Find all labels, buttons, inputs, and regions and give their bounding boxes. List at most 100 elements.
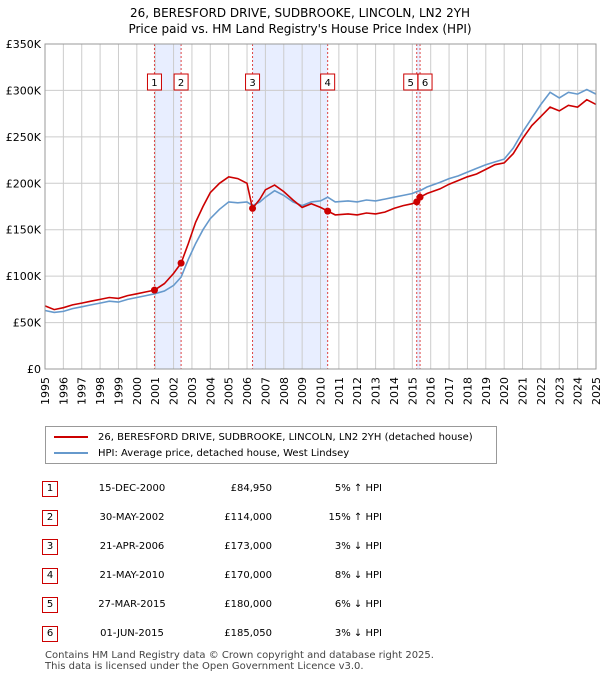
sale-point [324,207,332,215]
plot-border [44,43,597,370]
legend-label-property: 26, BERESFORD DRIVE, SUDBROOKE, LINCOLN,… [98,431,473,443]
sale-number: 3 [42,538,58,555]
sale-point [177,259,185,267]
shaded-period [154,44,182,369]
sale-hpi-diff: 6% ↓ HPI [334,599,382,610]
sale-number-box [320,73,336,91]
sale-date: 15-DEC-2000 [98,483,166,494]
x-tick-label: 2002 [168,377,181,405]
y-tick-label: £0 [27,363,41,376]
sale-number: 6 [42,625,58,642]
sale-number-label: 6 [422,78,428,89]
legend-label-hpi: HPI: Average price, detached house, West… [98,447,350,459]
property-price-line [44,98,597,311]
y-tick-label: £100K [6,270,42,283]
sale-number-label: 4 [324,78,330,89]
x-tick-label: 2011 [333,377,346,405]
legend-item-hpi: HPI: Average price, detached house, West… [54,445,349,461]
legend-swatch-hpi [54,452,88,454]
sale-date: 21-MAY-2010 [99,570,165,581]
x-tick-label: 2008 [278,377,291,405]
sale-date: 30-MAY-2002 [99,512,165,523]
x-tick-label: 2020 [498,377,511,405]
sale-date: 21-APR-2006 [99,541,165,552]
sale-price: £173,000 [224,541,272,552]
x-tick-label: 2010 [315,377,328,405]
price-chart: £0 £50K £100K £150K £200K £250K £300K £350K 1995… [6,38,600,405]
x-tick-label: 2022 [535,377,548,405]
x-tick-label: 2024 [572,377,585,405]
sale-point [150,286,158,294]
x-tick-label: 1997 [76,377,89,405]
sale-hpi-diff: 3% ↓ HPI [334,541,382,552]
y-tick-label: £250K [6,131,42,144]
sale-date: 01-JUN-2015 [100,628,164,639]
x-tick-label: 1999 [112,377,125,405]
footer-licence: This data is licensed under the Open Gov… [45,661,364,672]
sale-number: 5 [42,596,58,613]
sale-number-label: 5 [408,78,414,89]
sale-number-box [417,73,433,91]
x-tick-label: 2014 [388,377,401,405]
sale-date: 27-MAR-2015 [98,599,166,610]
sale-hpi-diff: 5% ↑ HPI [334,483,382,494]
sale-row: 5 27-MAR-2015 £180,000 6% ↓ HPI [42,590,382,619]
x-tick-label: 2012 [351,377,364,405]
sales-table: 1 15-DEC-2000 £84,950 5% ↑ HPI 2 30-MAY-2002 £… [42,474,382,648]
x-tick-label: 2018 [461,377,474,405]
x-tick-label: 1998 [94,377,107,405]
shaded-period [416,44,421,369]
x-tick-label: 2004 [204,377,217,405]
sale-point [416,193,424,201]
sale-number-box [173,73,189,91]
sale-hpi-diff: 8% ↓ HPI [334,570,382,581]
x-tick-label: 2025 [590,377,600,405]
x-tick-label: 2023 [553,377,566,405]
x-tick-label: 2003 [186,377,199,405]
sale-row: 1 15-DEC-2000 £84,950 5% ↑ HPI [42,474,382,503]
sale-number: 2 [42,509,58,526]
x-tick-label: 2000 [131,377,144,405]
x-tick-label: 2006 [241,377,254,405]
sale-number-label: 1 [151,78,157,89]
sale-price: £84,950 [230,483,272,494]
y-tick-label: £300K [6,84,42,97]
x-tick-label: 1995 [39,377,52,405]
y-tick-label: £50K [13,317,42,330]
x-tick-label: 2021 [517,377,530,405]
x-tick-label: 2013 [370,377,383,405]
sale-number: 1 [42,480,58,497]
chart-subtitle: Price paid vs. HM Land Registry's House … [128,22,472,36]
sale-number: 4 [42,567,58,584]
x-tick-label: 2017 [443,377,456,405]
sale-number-label: 3 [249,78,255,89]
sale-point [249,204,257,212]
x-tick-label: 2019 [480,377,493,405]
x-tick-label: 2015 [406,377,419,405]
sale-hpi-diff: 15% ↑ HPI [328,512,382,523]
hpi-line [44,88,597,314]
chart-title: 26, BERESFORD DRIVE, SUDBROOKE, LINCOLN,… [129,6,471,20]
x-tick-label: 2007 [259,377,272,405]
sale-row: 3 21-APR-2006 £173,000 3% ↓ HPI [42,532,382,561]
y-tick-label: £150K [6,224,42,237]
sale-price: £114,000 [224,512,272,523]
sale-number-label: 2 [178,78,184,89]
sale-row: 2 30-MAY-2002 £114,000 15% ↑ HPI [42,503,382,532]
x-tick-label: 2009 [296,377,309,405]
chart-legend: 26, BERESFORD DRIVE, SUDBROOKE, LINCOLN,… [45,426,497,464]
sale-hpi-diff: 3% ↓ HPI [334,628,382,639]
sale-price: £170,000 [224,570,272,581]
x-tick-label: 2005 [223,377,236,405]
sale-number-box [245,73,261,91]
sale-row: 4 21-MAY-2010 £170,000 8% ↓ HPI [42,561,382,590]
x-tick-label: 1996 [57,377,70,405]
x-tick-label: 2001 [149,377,162,405]
footer: Contains HM Land Registry data © Crown c… [45,650,434,672]
x-tick-label: 2016 [425,377,438,405]
legend-item-property: 26, BERESFORD DRIVE, SUDBROOKE, LINCOLN,… [54,429,473,445]
sale-price: £185,050 [224,628,272,639]
y-tick-label: £200K [6,177,42,190]
sale-row: 6 01-JUN-2015 £185,050 3% ↓ HPI [42,619,382,648]
sale-number-box [146,73,162,91]
